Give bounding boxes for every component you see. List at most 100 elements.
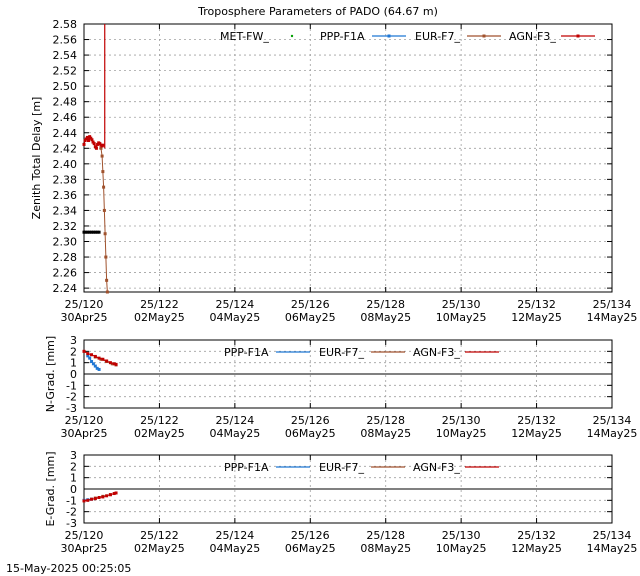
ztd-panel: 2.58 2.56 2.54 2.52 2.50 2.48 2.46 2.44 2.42 2.40… [30,18,637,324]
data-point [90,230,94,234]
data-point [91,230,95,234]
legend-label: EUR-F7_ [319,461,364,474]
x-tick-label-date: 04May25 [209,427,260,440]
data-point [92,142,96,146]
y-tick-label: 2 [70,345,77,358]
x-tick-label-doy: 25/124 [216,298,255,311]
x-tick-label-doy: 25/128 [366,414,405,427]
x-tick-label-date: 12May25 [511,311,562,324]
legend-swatch-marker [482,34,486,38]
data-point [93,230,97,234]
plot-frame [83,23,613,293]
data-point [108,493,112,497]
x-tick-label-doy: 25/128 [366,298,405,311]
x-tick-label-doy: 25/122 [140,414,179,427]
data-point [97,367,101,371]
y-tick-label: 2.58 [53,18,78,31]
x-tick-label-date: 14May25 [587,427,638,440]
y-tick-label: 2.24 [53,282,78,295]
x-tick-label-date: 06May25 [285,427,336,440]
data-point [112,362,116,366]
x-tick-label-doy: 25/128 [366,529,405,542]
data-point [103,232,107,236]
data-point [93,145,97,149]
x-tick-label-doy: 25/130 [442,529,481,542]
x-tick-label-date: 08May25 [360,542,411,555]
legend-swatch [290,34,294,38]
x-tick-label-date: 14May25 [587,542,638,555]
data-point [97,496,101,499]
data-point [110,362,114,366]
data-point [91,362,95,366]
chart-title: Troposphere Parameters of PADO (64.67 m) [197,5,438,18]
x-tick-label-date: 30Apr25 [60,427,107,440]
y-tick-label: 2.56 [53,34,78,47]
data-point [102,185,106,189]
data-point [91,140,95,144]
x-tick-label-doy: 25/120 [65,414,104,427]
y-tick-label: 2.42 [53,142,78,155]
data-point [95,366,99,370]
data-point [86,354,90,358]
x-tick-label-date: 02May25 [134,427,185,440]
legend-swatch-marker [576,34,580,38]
y-tick-label: 1 [70,357,77,370]
data-point [90,353,94,357]
data-point [82,142,86,146]
y-tick-label: -2 [66,391,77,404]
data-point [90,360,94,364]
data-point [100,154,104,158]
data-point [101,357,105,361]
y-tick-label: 0 [70,368,77,381]
data-point [90,138,94,142]
x-tick-label-date: 08May25 [360,427,411,440]
y-tick-label: 3 [70,334,77,347]
x-tick-label-date: 02May25 [134,542,185,555]
data-point [105,494,109,498]
data-point [86,230,90,234]
x-tick-label-doy: 25/134 [593,298,632,311]
y-tick-label: 2.30 [53,236,78,249]
legend-label: PPP-F1A [224,461,269,474]
data-point [93,497,97,501]
x-tick-label-date: 12May25 [511,427,562,440]
x-tick-label-doy: 25/120 [65,298,104,311]
x-tick-label-date: 12May25 [511,542,562,555]
data-point [96,142,100,146]
legend-label: PPP-F1A [224,346,269,359]
y-tick-label: 2.38 [53,173,78,186]
x-tick-label-doy: 25/126 [291,298,330,311]
x-tick-label-doy: 25/134 [593,529,632,542]
legend-label: AGN-F3_ [509,30,556,43]
data-point [89,136,93,140]
data-point [114,491,118,495]
x-tick-label-doy: 25/126 [291,414,330,427]
x-tick-label-doy: 25/122 [140,298,179,311]
data-point [86,498,90,502]
y-tick-label: 2.54 [53,49,78,62]
legend-label: AGN-F3_ [413,461,460,474]
x-tick-label-doy: 25/130 [442,414,481,427]
y-tick-label: 2.44 [53,127,78,140]
x-tick-label-date: 30Apr25 [60,542,107,555]
legend-label: PPP-F1A [320,30,365,43]
data-point [102,208,106,212]
data-point [93,364,97,368]
x-tick-label-doy: 25/122 [140,529,179,542]
data-point [112,492,116,496]
y-axis-label: N-Grad. [mm] [44,336,57,412]
x-tick-label-doy: 25/124 [216,414,255,427]
data-point [99,357,103,361]
x-tick-label-date: 06May25 [285,311,336,324]
data-point [88,230,92,234]
series-line [83,492,117,502]
y-tick-label: -1 [66,379,77,392]
x-tick-label-doy: 25/132 [517,529,556,542]
data-point [101,170,105,174]
data-point [93,354,97,358]
data-point [82,499,86,503]
y-tick-label: 3 [70,449,77,462]
plot-frame [83,454,613,524]
